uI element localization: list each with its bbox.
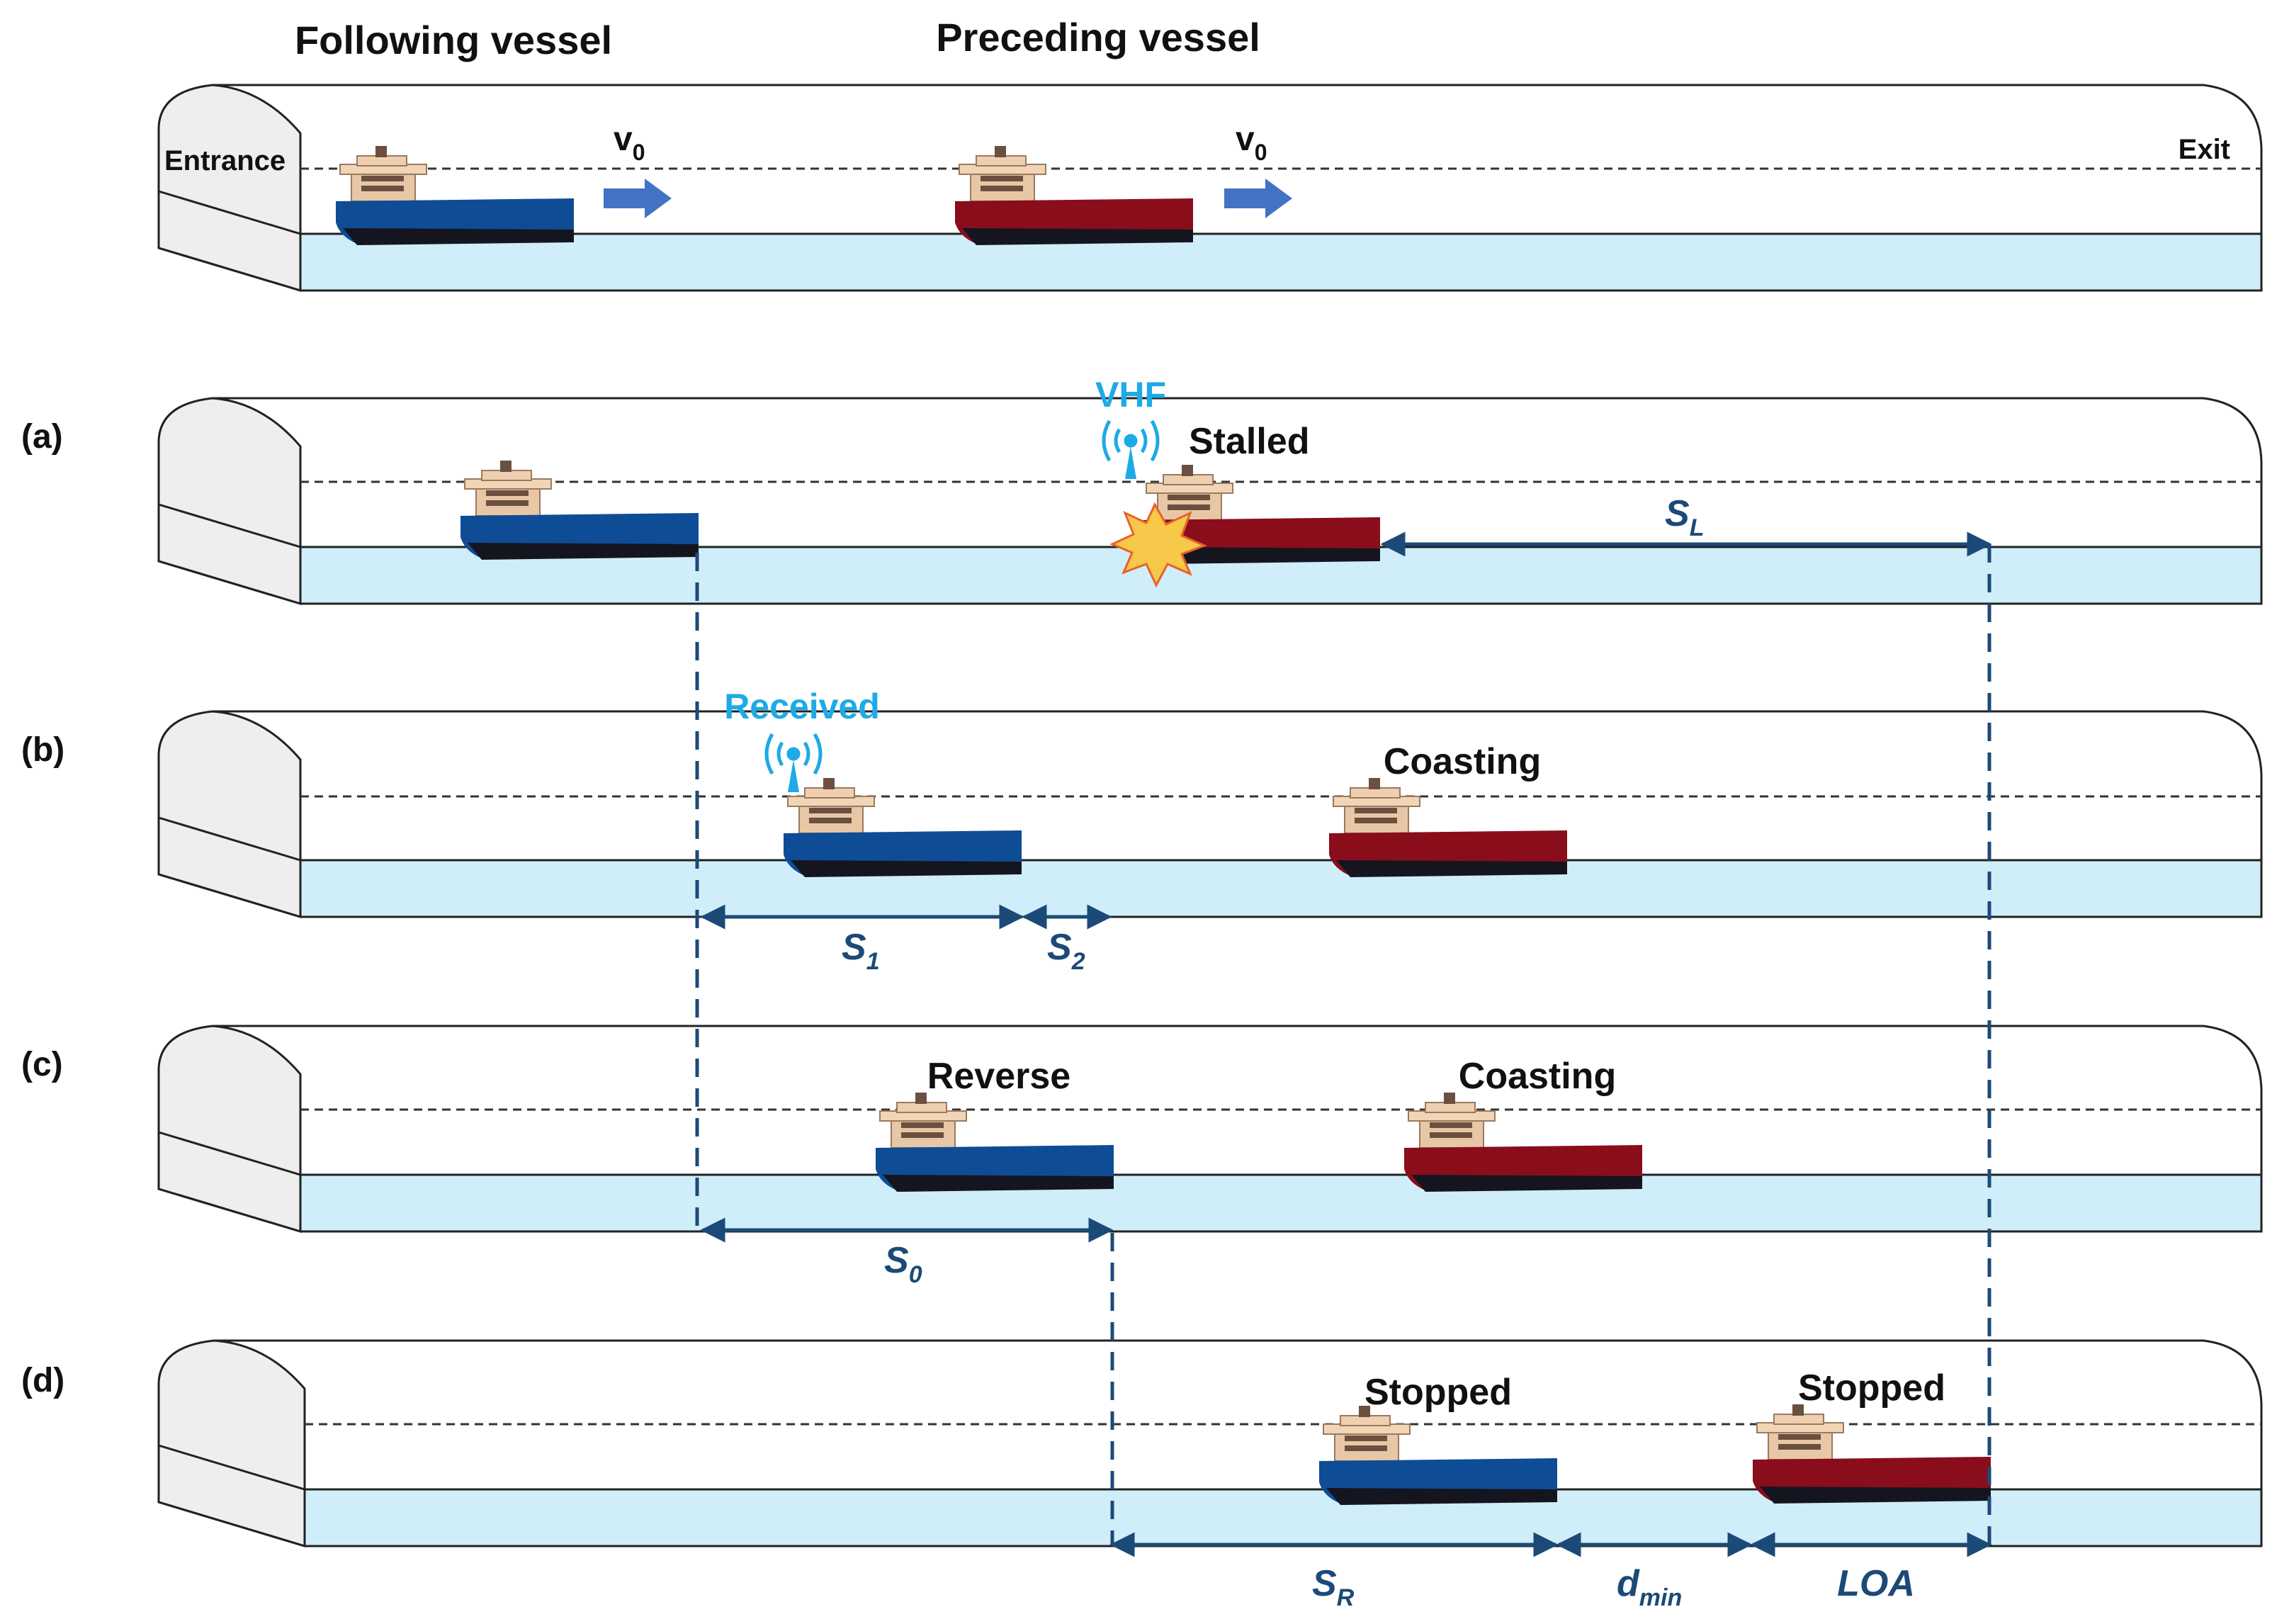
vhf-antenna-icon bbox=[1102, 419, 1160, 479]
water bbox=[159, 1445, 2261, 1546]
exit-label: Exit bbox=[2179, 134, 2230, 165]
sr-label: SR bbox=[1312, 1563, 1355, 1611]
received-label: Received bbox=[724, 687, 880, 726]
water bbox=[159, 1132, 2261, 1231]
panel-c: (c) Reverse Coasting S0 bbox=[21, 1025, 2263, 1288]
entrance-label: Entrance bbox=[164, 145, 286, 176]
tunnel-entrance-face bbox=[157, 84, 302, 293]
preceding-vessel-label: Preceding vessel bbox=[936, 15, 1260, 60]
tunnel-outline bbox=[158, 1025, 2263, 1233]
loa-label: LOA bbox=[1837, 1563, 1915, 1604]
received-antenna-icon bbox=[764, 733, 823, 792]
vhf-label: VHF bbox=[1095, 375, 1166, 415]
following-vessel bbox=[461, 460, 699, 560]
preceding-vessel bbox=[1753, 1404, 1991, 1504]
stopped-label-following: Stopped bbox=[1364, 1372, 1512, 1413]
following-vessel bbox=[336, 145, 574, 245]
following-vessel bbox=[1319, 1405, 1557, 1505]
coasting-label-b: Coasting bbox=[1384, 741, 1541, 782]
speed-arrow-preceding bbox=[1224, 179, 1292, 218]
stalled-label: Stalled bbox=[1189, 421, 1310, 462]
panel-a: (a) VHF Stalled SL bbox=[21, 375, 2263, 606]
water bbox=[159, 191, 2261, 291]
panel-initial: Entrance Exit v0 v0 bbox=[157, 84, 2263, 293]
panel-d-tag: (d) bbox=[21, 1362, 64, 1399]
preceding-vessel bbox=[955, 145, 1193, 245]
preceding-vessel bbox=[1404, 1092, 1642, 1192]
tunnel-entrance-face bbox=[157, 1025, 302, 1234]
dmin-label: dmin bbox=[1617, 1563, 1682, 1611]
tunnel-outline bbox=[158, 84, 2263, 292]
tunnel-entrance-face bbox=[157, 1339, 306, 1548]
panel-d: (d) Stopped Stopped SR dmin LOA bbox=[21, 1339, 2263, 1611]
s0-label: S0 bbox=[884, 1240, 922, 1288]
tunnel-outline bbox=[158, 397, 2263, 605]
panel-a-tag: (a) bbox=[21, 418, 63, 456]
s1-label: S1 bbox=[842, 927, 880, 975]
preceding-vessel bbox=[1142, 464, 1380, 564]
speed-label-following: v0 bbox=[614, 120, 645, 165]
tunnel-entrance-face bbox=[157, 710, 302, 919]
following-vessel-label: Following vessel bbox=[295, 18, 612, 62]
water bbox=[159, 818, 2261, 917]
preceding-vessel bbox=[1329, 777, 1567, 877]
speed-arrow-following bbox=[604, 179, 672, 218]
panel-b: (b) Received Coasting S1 S2 bbox=[21, 687, 2263, 975]
reverse-label: Reverse bbox=[927, 1056, 1070, 1097]
tunnel-outline bbox=[158, 1339, 2263, 1547]
sl-label: SL bbox=[1665, 493, 1704, 541]
tunnel-outline bbox=[158, 710, 2263, 918]
speed-label-preceding: v0 bbox=[1236, 120, 1267, 165]
tunnel-entrance-face bbox=[157, 397, 302, 606]
following-vessel bbox=[784, 777, 1022, 877]
coasting-label-c: Coasting bbox=[1459, 1056, 1616, 1097]
panel-c-tag: (c) bbox=[21, 1046, 63, 1083]
stopped-label-preceding: Stopped bbox=[1798, 1368, 1945, 1409]
stall-burst-icon bbox=[1109, 502, 1207, 588]
panel-b-tag: (b) bbox=[21, 731, 64, 769]
following-vessel bbox=[876, 1092, 1114, 1192]
s2-label: S2 bbox=[1047, 927, 1085, 975]
